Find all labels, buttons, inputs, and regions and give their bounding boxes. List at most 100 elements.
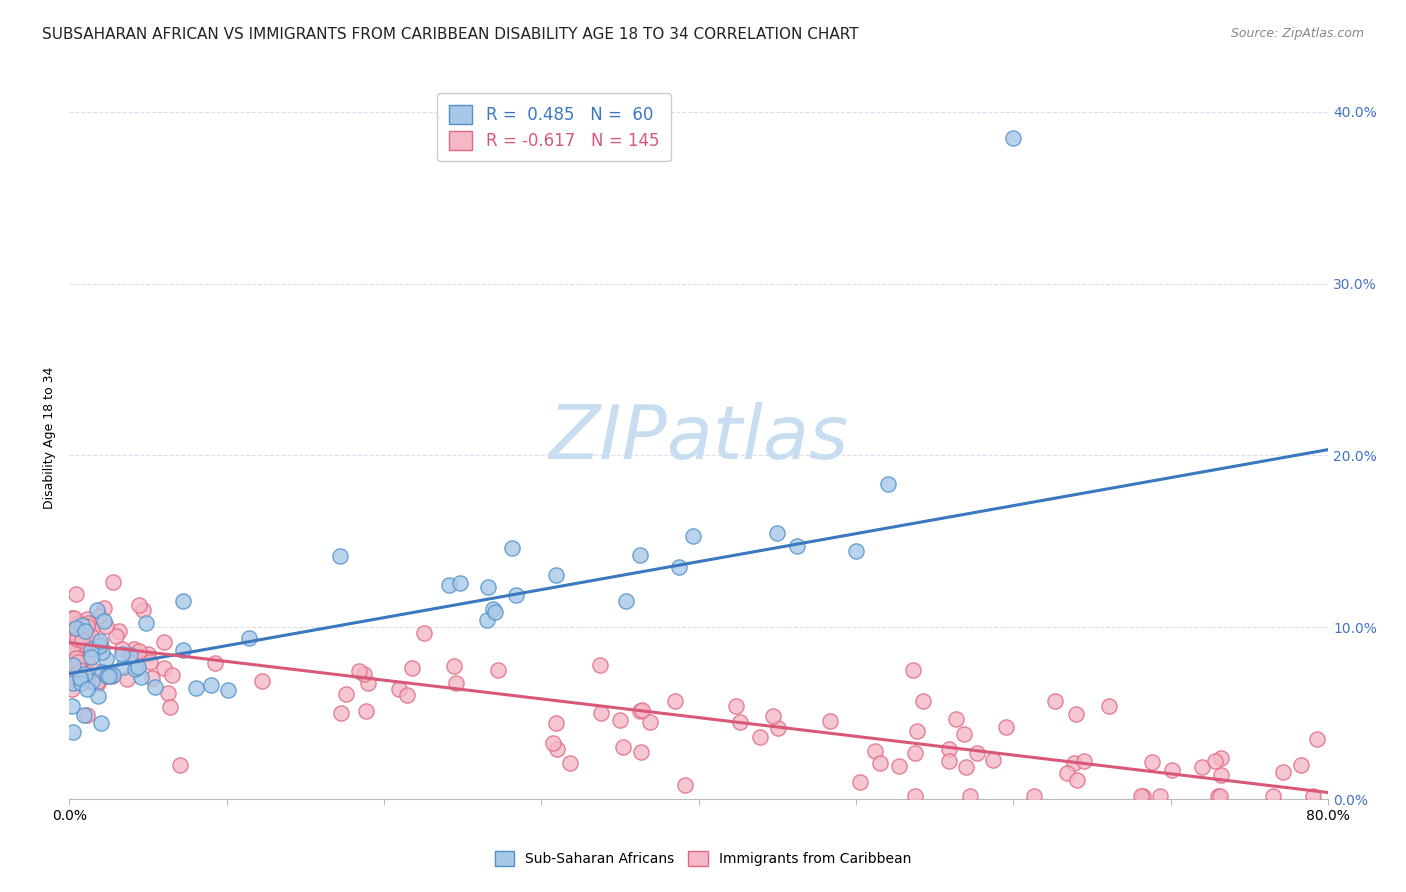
Point xyxy=(1302,789,1324,803)
Point xyxy=(505,588,527,602)
Point xyxy=(172,643,194,657)
Point xyxy=(90,639,112,653)
Point xyxy=(65,621,87,635)
Point xyxy=(401,661,423,675)
Point xyxy=(80,617,103,632)
Point xyxy=(412,626,434,640)
Point xyxy=(172,594,194,608)
Point xyxy=(1209,789,1232,803)
Point xyxy=(1056,766,1078,780)
Legend: R =  0.485   N =  60, R = -0.617   N = 145: R = 0.485 N = 60, R = -0.617 N = 145 xyxy=(437,93,671,161)
Point xyxy=(101,668,124,682)
Point xyxy=(75,666,97,681)
Point xyxy=(865,744,887,758)
Point xyxy=(93,600,115,615)
Point xyxy=(903,746,925,760)
Point xyxy=(139,655,162,669)
Point xyxy=(128,644,150,658)
Point xyxy=(591,706,613,720)
Point xyxy=(62,641,84,656)
Point xyxy=(1149,789,1171,803)
Point xyxy=(157,686,180,700)
Point xyxy=(69,671,91,685)
Point xyxy=(82,663,104,677)
Point xyxy=(159,699,181,714)
Text: Source: ZipAtlas.com: Source: ZipAtlas.com xyxy=(1230,27,1364,40)
Point xyxy=(1289,757,1312,772)
Point xyxy=(1098,698,1121,713)
Point xyxy=(609,713,631,727)
Point xyxy=(762,709,785,723)
Point xyxy=(354,704,377,718)
Legend: Sub-Saharan Africans, Immigrants from Caribbean: Sub-Saharan Africans, Immigrants from Ca… xyxy=(489,846,917,871)
Point xyxy=(76,708,98,723)
Point xyxy=(966,746,988,760)
Point xyxy=(766,525,789,540)
Point xyxy=(388,682,411,697)
Point xyxy=(62,640,84,655)
Point xyxy=(204,656,226,670)
Point xyxy=(869,756,891,771)
Point xyxy=(905,724,928,739)
Point xyxy=(62,682,84,697)
Point xyxy=(105,629,128,643)
Point xyxy=(87,676,110,690)
Point xyxy=(1066,773,1088,788)
Point xyxy=(938,742,960,756)
Point xyxy=(77,674,100,689)
Point xyxy=(1002,130,1025,145)
Point xyxy=(62,675,84,690)
Point xyxy=(558,756,581,770)
Point xyxy=(630,548,652,562)
Point xyxy=(238,632,260,646)
Point xyxy=(889,759,911,773)
Point xyxy=(110,647,132,661)
Point xyxy=(129,670,152,684)
Point xyxy=(786,539,808,553)
Point xyxy=(76,612,98,626)
Point xyxy=(138,647,160,661)
Point xyxy=(62,654,84,668)
Point xyxy=(75,656,97,670)
Point xyxy=(668,560,690,574)
Point xyxy=(682,529,704,543)
Point xyxy=(86,602,108,616)
Point xyxy=(481,602,503,616)
Point xyxy=(1064,706,1087,721)
Point xyxy=(67,655,90,669)
Point xyxy=(347,665,370,679)
Point xyxy=(73,708,96,723)
Point xyxy=(65,665,87,679)
Point xyxy=(1211,768,1233,782)
Point xyxy=(103,574,125,589)
Point xyxy=(329,549,352,563)
Point xyxy=(101,668,124,682)
Point xyxy=(76,653,98,667)
Point xyxy=(953,727,976,741)
Point xyxy=(66,632,89,646)
Point xyxy=(959,789,981,803)
Point xyxy=(981,753,1004,767)
Point xyxy=(96,669,118,683)
Point xyxy=(62,725,84,739)
Point xyxy=(911,694,934,708)
Point xyxy=(76,681,98,696)
Point xyxy=(200,678,222,692)
Point xyxy=(250,674,273,689)
Point xyxy=(1191,760,1213,774)
Point xyxy=(395,689,418,703)
Point xyxy=(66,625,89,640)
Point xyxy=(65,662,87,676)
Point xyxy=(73,624,96,638)
Point xyxy=(1204,755,1226,769)
Point xyxy=(664,694,686,708)
Point xyxy=(65,586,87,600)
Point xyxy=(93,614,115,628)
Point xyxy=(728,714,751,729)
Point xyxy=(541,736,564,750)
Point xyxy=(184,681,207,695)
Point xyxy=(152,661,174,675)
Point xyxy=(98,669,121,683)
Point xyxy=(73,665,96,679)
Point xyxy=(122,649,145,664)
